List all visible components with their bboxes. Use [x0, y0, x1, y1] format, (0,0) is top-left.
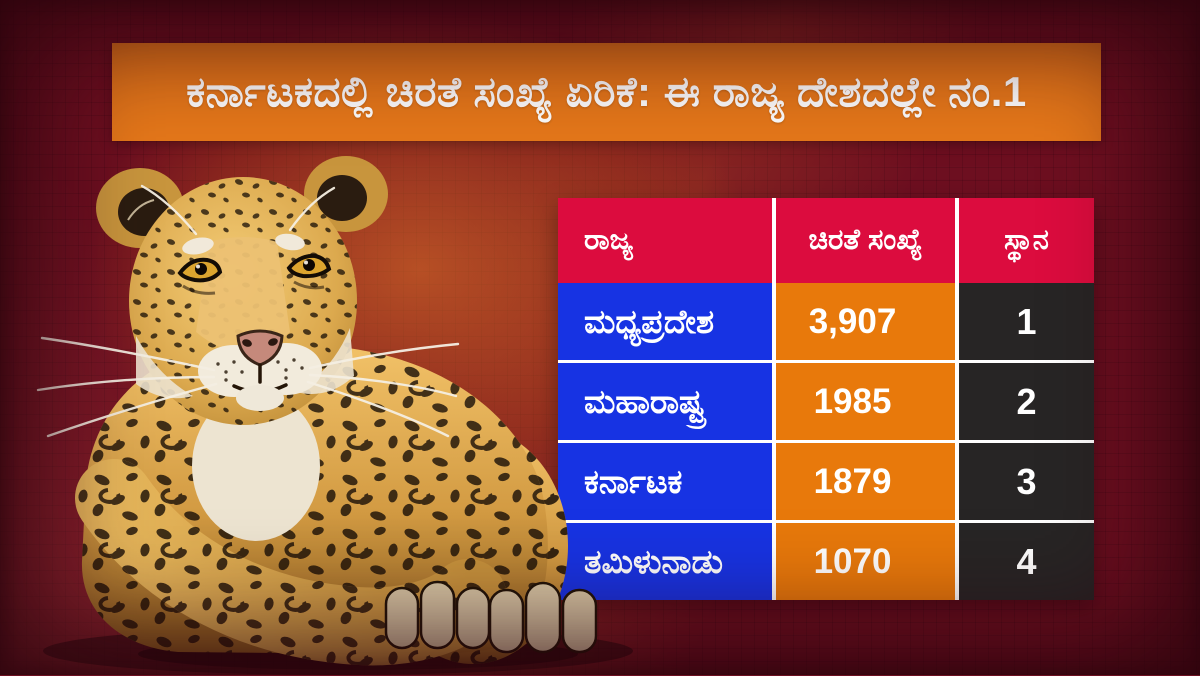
count-cell-tamil-nadu: 1070: [776, 523, 955, 600]
rank-cell-karnataka: 3: [959, 443, 1094, 520]
table-header-row: ರಾಜ್ಯ ಚಿರತೆ ಸಂಖ್ಯೆ ಸ್ಥಾನ: [558, 198, 1094, 283]
rank-cell-tamil-nadu: 4: [959, 523, 1094, 600]
headline-banner: ಕರ್ನಾಟಕದಲ್ಲಿ ಚಿರತೆ ಸಂಖ್ಯೆ ಏರಿಕೆ: ಈ ರಾಜ್ಯ…: [112, 43, 1101, 141]
column-header-state: ರಾಜ್ಯ: [558, 198, 772, 283]
count-cell-karnataka: 1879: [776, 443, 955, 520]
state-cell-tamil-nadu: ತಮಿಳುನಾಡು: [558, 523, 772, 600]
count-cell-maharashtra: 1985: [776, 363, 955, 440]
rank-cell-maharashtra: 2: [959, 363, 1094, 440]
state-cell-madhya-pradesh: ಮಧ್ಯಪ್ರದೇಶ: [558, 283, 772, 360]
headline-text: ಕರ್ನಾಟಕದಲ್ಲಿ ಚಿರತೆ ಸಂಖ್ಯೆ ಏರಿಕೆ: ಈ ರಾಜ್ಯ…: [186, 67, 1027, 115]
table-body: ಮಧ್ಯಪ್ರದೇಶ 3,907 1 ಮಹಾರಾಷ್ಟ್ರ 1985 2 ಕರ್…: [558, 283, 1094, 600]
count-cell-madhya-pradesh: 3,907: [776, 283, 955, 360]
column-header-count: ಚಿರತೆ ಸಂಖ್ಯೆ: [776, 198, 955, 283]
rank-cell-madhya-pradesh: 1: [959, 283, 1094, 360]
leopard-count-table: ರಾಜ್ಯ ಚಿರತೆ ಸಂಖ್ಯೆ ಸ್ಥಾನ ಮಧ್ಯಪ್ರದೇಶ 3,90…: [558, 198, 1094, 600]
state-cell-karnataka: ಕರ್ನಾಟಕ: [558, 443, 772, 520]
column-header-rank: ಸ್ಥಾನ: [959, 198, 1094, 283]
state-cell-maharashtra: ಮಹಾರಾಷ್ಟ್ರ: [558, 363, 772, 440]
